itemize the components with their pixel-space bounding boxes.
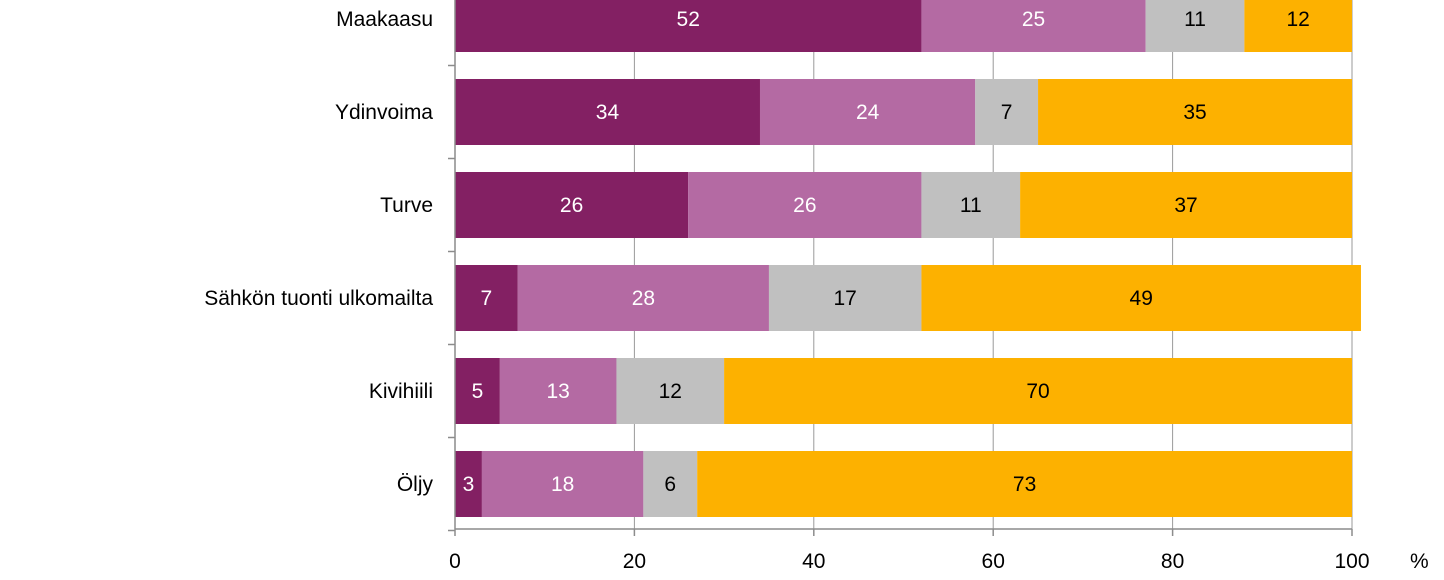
data-label: 17	[834, 287, 857, 310]
bar-segment	[688, 172, 922, 238]
x-tick-label: 100	[1334, 550, 1369, 573]
data-label: 5	[472, 380, 484, 403]
bar-segment	[768, 265, 922, 331]
bar-segment	[1145, 0, 1245, 52]
bar-segment	[455, 0, 922, 52]
bar-segment	[921, 265, 1361, 331]
data-label: 7	[481, 287, 493, 310]
x-tick-label: 20	[623, 550, 646, 573]
data-label: 26	[793, 194, 816, 217]
category-labels: Maakaasu Ydinvoima Turve Sähkön tuonti ulko…	[204, 8, 433, 496]
data-label: 13	[546, 380, 569, 403]
data-label: 49	[1130, 287, 1153, 310]
category-label: Kivihiili	[369, 380, 433, 403]
data-label: 18	[551, 473, 574, 496]
x-tick-label: 40	[802, 550, 825, 573]
data-label: 73	[1013, 473, 1036, 496]
data-label: 3	[463, 473, 475, 496]
category-label: Turve	[380, 194, 433, 217]
data-label: 70	[1026, 380, 1049, 403]
data-label: 34	[596, 101, 620, 124]
data-label: 37	[1174, 194, 1197, 217]
x-tick-label: 0	[449, 550, 461, 573]
x-unit-label: %	[1410, 550, 1429, 573]
data-label: 12	[659, 380, 682, 403]
x-tick-label: 80	[1161, 550, 1184, 573]
bar-segment	[921, 0, 1146, 52]
data-label: 28	[632, 287, 655, 310]
category-label: Sähkön tuonti ulkomailta	[204, 287, 433, 310]
bar-segment	[1020, 172, 1352, 238]
bar-segment	[481, 451, 644, 517]
axes	[448, 0, 1353, 536]
bar-segment	[921, 172, 1021, 238]
data-label: 7	[1001, 101, 1013, 124]
bar-segment	[455, 172, 689, 238]
bar-segment	[616, 358, 725, 424]
bar-segment	[975, 79, 1039, 145]
category-label: Ydinvoima	[335, 101, 433, 124]
bar-segment	[499, 358, 617, 424]
bar-segment	[759, 79, 976, 145]
data-label: 24	[856, 101, 880, 124]
bar-segment	[517, 265, 769, 331]
bar-segment	[455, 79, 760, 145]
bar-segment	[724, 358, 1352, 424]
bar-segment	[1244, 0, 1352, 52]
bar-segment	[643, 451, 698, 517]
data-label: 35	[1183, 101, 1206, 124]
bar-segment	[455, 451, 482, 517]
category-label: Öljy	[397, 473, 434, 496]
bar-segment	[455, 265, 518, 331]
data-label: 25	[1022, 8, 1045, 31]
category-label: Maakaasu	[336, 8, 433, 31]
data-label: 11	[1184, 8, 1206, 31]
data-label: 11	[960, 194, 982, 217]
data-label: 52	[677, 8, 700, 31]
bar-segment	[455, 358, 500, 424]
bars: 52 25 11 12 34 24 7 35 26 26 11 37 7 28 17 49 5 13 12 70 3 18…	[455, 0, 1361, 517]
bar-segment	[1038, 79, 1352, 145]
data-label: 12	[1287, 8, 1310, 31]
bar-segment	[697, 451, 1352, 517]
x-tick-label: 60	[982, 550, 1005, 573]
x-tick-labels: 0 20 40 60 80 100	[449, 550, 1369, 573]
data-label: 26	[560, 194, 583, 217]
data-label: 6	[664, 473, 676, 496]
